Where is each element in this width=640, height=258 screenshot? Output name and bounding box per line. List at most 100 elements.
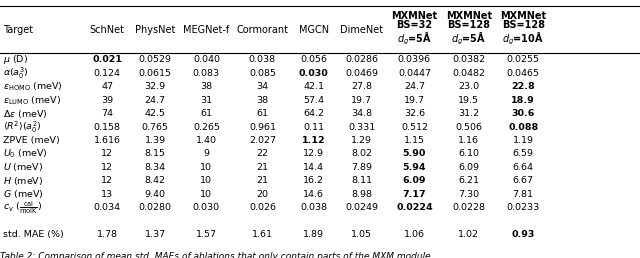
Text: 13: 13 [101, 190, 113, 199]
Text: 0.083: 0.083 [193, 69, 220, 78]
Text: 47: 47 [101, 82, 113, 91]
Text: 0.0249: 0.0249 [345, 203, 378, 212]
Text: 12.9: 12.9 [303, 149, 324, 158]
Text: 0.056: 0.056 [300, 55, 327, 64]
Text: 1.61: 1.61 [252, 230, 273, 239]
Text: 1.19: 1.19 [513, 136, 534, 145]
Text: 0.961: 0.961 [249, 123, 276, 132]
Text: 61: 61 [257, 109, 268, 118]
Text: 1.89: 1.89 [303, 230, 324, 239]
Text: 1.02: 1.02 [458, 230, 479, 239]
Text: 0.088: 0.088 [508, 123, 538, 132]
Text: 0.030: 0.030 [299, 69, 328, 78]
Text: 74: 74 [101, 109, 113, 118]
Text: 7.30: 7.30 [458, 190, 479, 199]
Text: 0.0615: 0.0615 [139, 69, 172, 78]
Text: BS=128: BS=128 [447, 20, 490, 30]
Text: $U_0$ (meV): $U_0$ (meV) [3, 148, 48, 160]
Text: 0.040: 0.040 [193, 55, 220, 64]
Text: 38: 38 [257, 96, 268, 105]
Text: 20: 20 [257, 190, 268, 199]
Text: 6.64: 6.64 [513, 163, 534, 172]
Text: 5.90: 5.90 [403, 149, 426, 158]
Text: 1.39: 1.39 [145, 136, 166, 145]
Text: 0.158: 0.158 [93, 123, 121, 132]
Text: Target: Target [3, 25, 33, 35]
Text: Table 2: Comparison of mean std. MAEs of ablations that only contain parts of th: Table 2: Comparison of mean std. MAEs of… [0, 252, 431, 258]
Text: 12: 12 [101, 176, 113, 185]
Text: 0.93: 0.93 [511, 230, 535, 239]
Text: 6.09: 6.09 [403, 176, 426, 185]
Text: MGCN: MGCN [298, 25, 329, 35]
Text: 1.29: 1.29 [351, 136, 372, 145]
Text: Cormorant: Cormorant [236, 25, 289, 35]
Text: 0.331: 0.331 [348, 123, 375, 132]
Text: 10: 10 [200, 190, 212, 199]
Text: 8.02: 8.02 [351, 149, 372, 158]
Text: 27.8: 27.8 [351, 82, 372, 91]
Text: 1.15: 1.15 [404, 136, 425, 145]
Text: 0.085: 0.085 [249, 69, 276, 78]
Text: 19.7: 19.7 [351, 96, 372, 105]
Text: 12: 12 [101, 163, 113, 172]
Text: 0.0286: 0.0286 [345, 55, 378, 64]
Text: $G$ (meV): $G$ (meV) [3, 188, 44, 200]
Text: 0.765: 0.765 [141, 123, 169, 132]
Text: DimeNet: DimeNet [340, 25, 383, 35]
Text: 39: 39 [101, 96, 113, 105]
Text: 1.06: 1.06 [404, 230, 425, 239]
Text: 8.11: 8.11 [351, 176, 372, 185]
Text: 0.11: 0.11 [303, 123, 324, 132]
Text: 24.7: 24.7 [404, 82, 425, 91]
Text: 19.5: 19.5 [458, 96, 479, 105]
Text: 7.89: 7.89 [351, 163, 372, 172]
Text: 8.15: 8.15 [145, 149, 166, 158]
Text: 34.8: 34.8 [351, 109, 372, 118]
Text: 0.0233: 0.0233 [507, 203, 540, 212]
Text: $\langle R^2\rangle(a_0^2)$: $\langle R^2\rangle(a_0^2)$ [3, 119, 42, 135]
Text: PhysNet: PhysNet [135, 25, 175, 35]
Text: $d_g$=10Å: $d_g$=10Å [502, 30, 544, 47]
Text: 42.5: 42.5 [145, 109, 166, 118]
Text: 1.16: 1.16 [458, 136, 479, 145]
Text: 1.78: 1.78 [97, 230, 118, 239]
Text: 0.0224: 0.0224 [396, 203, 433, 212]
Text: 8.34: 8.34 [145, 163, 166, 172]
Text: $c_v$ ($\frac{\rm cal}{\rm molK}$): $c_v$ ($\frac{\rm cal}{\rm molK}$) [3, 199, 42, 216]
Text: 7.81: 7.81 [513, 190, 534, 199]
Text: MXMNet: MXMNet [445, 11, 492, 21]
Text: 32.9: 32.9 [145, 82, 166, 91]
Text: 34: 34 [257, 82, 268, 91]
Text: 7.17: 7.17 [403, 190, 426, 199]
Text: 6.09: 6.09 [458, 163, 479, 172]
Text: BS=128: BS=128 [502, 20, 545, 30]
Text: 21: 21 [257, 163, 268, 172]
Text: 31: 31 [200, 96, 212, 105]
Text: 38: 38 [200, 82, 212, 91]
Text: $\epsilon_{\rm LUMO}$ (meV): $\epsilon_{\rm LUMO}$ (meV) [3, 94, 61, 107]
Text: 31.2: 31.2 [458, 109, 479, 118]
Text: 21: 21 [257, 176, 268, 185]
Text: 0.0447: 0.0447 [398, 69, 431, 78]
Text: 5.94: 5.94 [403, 163, 426, 172]
Text: 22: 22 [257, 149, 268, 158]
Text: 0.265: 0.265 [193, 123, 220, 132]
Text: 1.37: 1.37 [145, 230, 166, 239]
Text: 0.034: 0.034 [93, 203, 121, 212]
Text: 16.2: 16.2 [303, 176, 324, 185]
Text: 24.7: 24.7 [145, 96, 166, 105]
Text: MXMNet: MXMNet [500, 11, 547, 21]
Text: $\Delta\epsilon$ (meV): $\Delta\epsilon$ (meV) [3, 108, 48, 120]
Text: 0.0280: 0.0280 [139, 203, 172, 212]
Text: $d_g$=5Å: $d_g$=5Å [397, 30, 432, 47]
Text: 1.616: 1.616 [93, 136, 121, 145]
Text: $H$ (meV): $H$ (meV) [3, 175, 44, 187]
Text: $\alpha(a_0^3)$: $\alpha(a_0^3)$ [3, 66, 29, 81]
Text: 9: 9 [204, 149, 209, 158]
Text: 42.1: 42.1 [303, 82, 324, 91]
Text: 0.0382: 0.0382 [452, 55, 485, 64]
Text: 1.40: 1.40 [196, 136, 217, 145]
Text: 0.0396: 0.0396 [398, 55, 431, 64]
Text: 6.10: 6.10 [458, 149, 479, 158]
Text: 57.4: 57.4 [303, 96, 324, 105]
